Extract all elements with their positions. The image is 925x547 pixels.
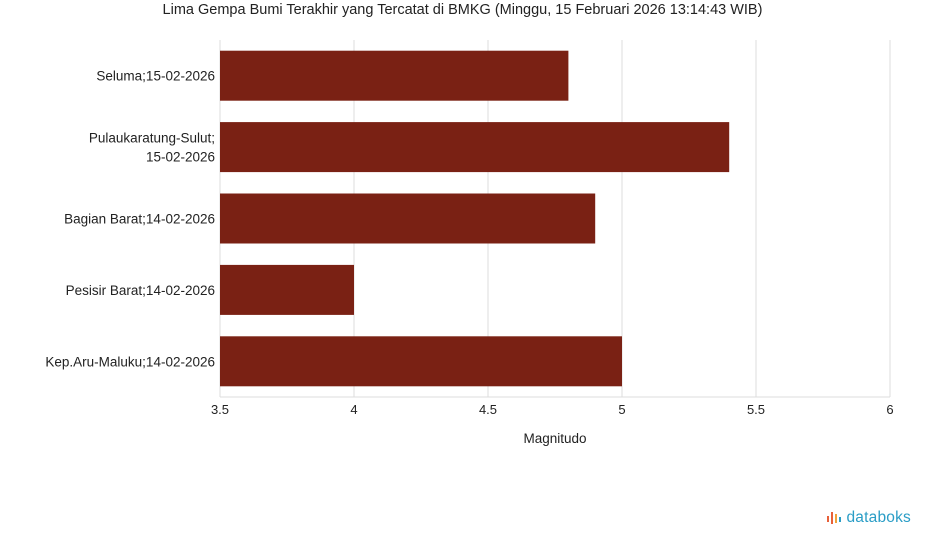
x-axis-title: Magnitudo	[523, 431, 586, 446]
bar	[220, 264, 354, 315]
chart-title: Lima Gempa Bumi Terakhir yang Tercatat d…	[162, 2, 763, 18]
bar	[220, 122, 730, 173]
bar	[220, 336, 622, 387]
databoks-bars-icon	[826, 510, 843, 526]
category-label: Pesisir Barat;14-02-2026	[66, 283, 215, 298]
category-labels: Seluma;15-02-2026 Pulaukaratung-Sulut; 15-…	[45, 69, 215, 370]
category-label: Seluma;15-02-2026	[96, 69, 215, 84]
bar	[220, 50, 569, 101]
databoks-logo: databoks	[826, 509, 911, 527]
x-tick-label: 3.5	[211, 402, 229, 417]
category-label: 15-02-2026	[146, 150, 215, 165]
x-tick-label: 4	[350, 402, 357, 417]
bar	[220, 193, 596, 244]
x-tick-labels: 3.5 4 4.5 5 5.5 6	[211, 402, 894, 417]
category-label: Pulaukaratung-Sulut;	[89, 131, 215, 146]
x-tick-label: 5	[618, 402, 625, 417]
category-label: Bagian Barat;14-02-2026	[64, 212, 215, 227]
x-tick-label: 6	[886, 402, 893, 417]
bars	[220, 50, 730, 387]
category-label: Kep.Aru-Maluku;14-02-2026	[45, 354, 215, 369]
brand-name: databoks	[846, 509, 911, 526]
x-tick-label: 5.5	[747, 402, 765, 417]
x-tick-label: 4.5	[479, 402, 497, 417]
